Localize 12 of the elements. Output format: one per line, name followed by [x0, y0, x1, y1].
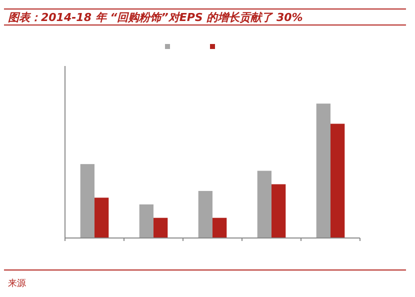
bar [212, 218, 227, 238]
bar [154, 218, 168, 238]
bar [139, 204, 154, 238]
chart-title: 图表：2014-18 年 “回购粉饰”对EPS 的增长贡献了 30% [8, 11, 303, 24]
bar [316, 104, 330, 238]
bar [80, 164, 94, 238]
text: 来源 [8, 278, 26, 289]
bar [94, 198, 109, 238]
bar [330, 124, 345, 238]
bar [272, 184, 286, 238]
bar [257, 170, 272, 238]
bar [198, 190, 212, 238]
